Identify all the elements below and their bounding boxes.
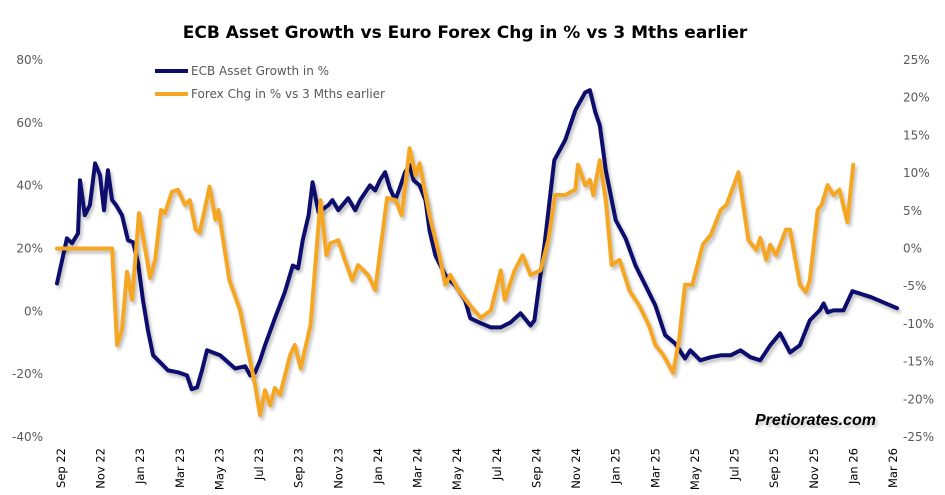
- x-tick-label: Nov 24: [569, 448, 583, 489]
- y-axis-left: -40% -20% 0% 20% 40% 60% 80%: [12, 53, 43, 444]
- x-tick-label: Jan 24: [371, 448, 385, 485]
- x-tick-label: Nov 23: [331, 448, 345, 489]
- x-tick-label: May 23: [212, 448, 226, 490]
- x-tick-label: Sep 24: [529, 448, 543, 488]
- x-tick-label: Jan 25: [609, 448, 623, 485]
- x-tick-label: Jul 24: [490, 448, 504, 481]
- x-tick-label: Jan 23: [133, 448, 147, 485]
- y-left-tick-label: -40%: [12, 430, 43, 444]
- x-tick-label: May 25: [688, 448, 702, 490]
- x-tick-label: Jan 26: [846, 448, 860, 485]
- x-tick-label: Sep 22: [54, 448, 68, 488]
- y-left-tick-label: 80%: [16, 53, 43, 67]
- y-right-tick-label: 25%: [903, 53, 930, 67]
- y-left-tick-label: -20%: [12, 367, 43, 381]
- x-tick-label: Nov 22: [94, 448, 108, 489]
- x-tick-label: Sep 25: [767, 448, 781, 488]
- legend-label-forex: Forex Chg in % vs 3 Mths earlier: [191, 87, 385, 101]
- legend: ECB Asset Growth in % Forex Chg in % vs …: [155, 64, 385, 101]
- y-right-tick-label: -20%: [903, 392, 934, 406]
- y-right-tick-label: -10%: [903, 317, 934, 331]
- y-left-tick-label: 20%: [16, 242, 43, 256]
- x-tick-label: Mar 25: [648, 448, 662, 488]
- x-tick-label: Mar 24: [411, 448, 425, 488]
- watermark: Pretiorates.com: [755, 412, 876, 429]
- legend-label-ecb: ECB Asset Growth in %: [191, 64, 329, 78]
- chart-title: ECB Asset Growth vs Euro Forex Chg in % …: [183, 23, 748, 43]
- x-tick-label: Sep 23: [292, 448, 306, 488]
- x-tick-label: Jul 23: [252, 448, 266, 481]
- y-right-tick-label: -5%: [903, 279, 926, 293]
- y-right-tick-label: 15%: [903, 128, 930, 142]
- y-axis-right: -25% -20% -15% -10% -5% 0% 5% 10% 15% 20% 25%: [903, 53, 934, 444]
- y-right-tick-label: 0%: [903, 242, 922, 256]
- y-right-tick-label: 10%: [903, 166, 930, 180]
- y-right-tick-label: -15%: [903, 355, 934, 369]
- x-tick-label: Nov 25: [807, 448, 821, 489]
- series-group: [55, 88, 899, 418]
- forex-change-line: [55, 146, 856, 418]
- x-tick-label: Jul 25: [728, 448, 742, 481]
- x-axis: Sep 22 Nov 22 Jan 23 Mar 23 May 23 Jul 23 Sep …: [54, 448, 900, 490]
- x-tick-label: May 24: [450, 448, 464, 490]
- y-left-tick-label: 40%: [16, 179, 43, 193]
- x-tick-label: Mar 23: [173, 448, 187, 488]
- ecb-asset-growth-line: [55, 88, 899, 392]
- y-right-tick-label: 20%: [903, 91, 930, 105]
- y-right-tick-label: 5%: [903, 204, 922, 218]
- y-left-tick-label: 60%: [16, 116, 43, 130]
- x-tick-label: Mar 26: [886, 448, 900, 488]
- y-left-tick-label: 0%: [24, 304, 43, 318]
- y-right-tick-label: -25%: [903, 430, 934, 444]
